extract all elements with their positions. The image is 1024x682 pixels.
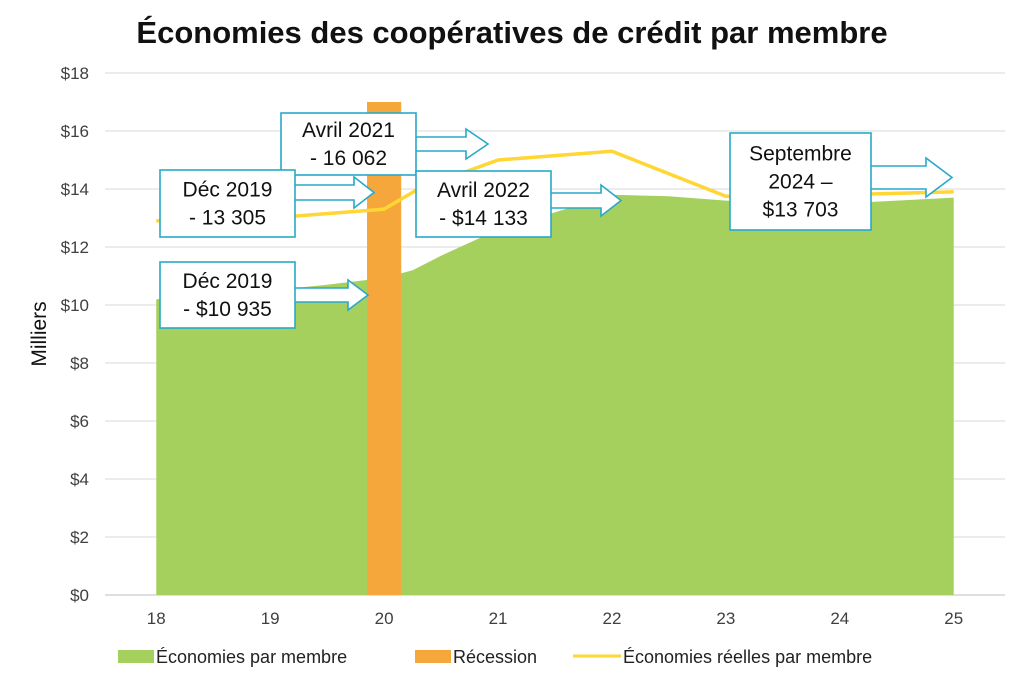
x-tick-label: 22 (603, 609, 622, 628)
callout-box (415, 170, 552, 238)
callout-text: - 16 062 (310, 147, 387, 170)
x-tick-label: 23 (716, 609, 735, 628)
legend-label: Récession (453, 647, 537, 667)
callout: Avril 2021 - 16 062 (280, 112, 490, 176)
callout-text: - 13 305 (189, 207, 266, 230)
area-economies-par-membre (156, 194, 954, 596)
x-ticks: 18 19 20 21 22 23 24 25 (147, 609, 963, 628)
y-tick-label: $4 (70, 470, 89, 489)
callout-text: $13 703 (763, 199, 839, 222)
callout: Déc 2019 - $10 935 (159, 261, 370, 329)
x-tick-label: 18 (147, 609, 166, 628)
callout-box (159, 261, 296, 329)
legend-swatch (118, 650, 154, 663)
y-tick-label: $14 (61, 180, 89, 199)
callout-arrow (292, 175, 376, 210)
x-tick-label: 24 (830, 609, 849, 628)
callout-text: - $14 133 (439, 207, 528, 230)
callout: Avril 2022 - $14 133 (415, 170, 623, 238)
callout-arrow (413, 127, 490, 161)
callout-arrow (868, 156, 954, 199)
x-tick-label: 19 (261, 609, 280, 628)
y-tick-label: $6 (70, 412, 89, 431)
y-tick-label: $16 (61, 122, 89, 141)
legend-swatch (415, 650, 451, 663)
callout-text: Avril 2022 (437, 179, 530, 202)
callout-arrow (292, 278, 370, 312)
x-tick-label: 20 (375, 609, 394, 628)
x-tick-label: 25 (944, 609, 963, 628)
callout: Déc 2019 - 13 305 (159, 169, 376, 238)
bar-recession (367, 102, 402, 595)
callout-text: 2024 – (768, 171, 833, 194)
legend-label: Économies réelles par membre (623, 647, 872, 667)
y-tick-label: $2 (70, 528, 89, 547)
callout-arrow (548, 183, 623, 218)
callout-box (729, 132, 872, 231)
chart-title: Économies des coopératives de crédit par… (136, 15, 887, 50)
y-tick-label: $10 (61, 296, 89, 315)
y-tick-label: $0 (70, 586, 89, 605)
callout-box (159, 169, 296, 238)
y-ticks: $0 $2 $4 $6 $8 $10 $12 $14 $16 $18 (61, 64, 89, 605)
x-tick-label: 21 (489, 609, 508, 628)
y-tick-label: $8 (70, 354, 89, 373)
callouts: Avril 2021 - 16 062 Déc 2019 - 13 305 Avril … (159, 112, 954, 329)
y-tick-label: $12 (61, 238, 89, 257)
callout: Septembre 2024 – $13 703 (729, 132, 954, 231)
legend: Économies par membre Récession Économies r… (118, 647, 872, 667)
callout-text: Déc 2019 (183, 179, 273, 202)
legend-label: Économies par membre (156, 647, 347, 667)
callout-text: Déc 2019 (183, 270, 273, 293)
callout-text: - $10 935 (183, 298, 272, 321)
y-axis-label: Milliers (28, 301, 51, 366)
callout-text: Septembre (749, 143, 852, 166)
callout-box (280, 112, 417, 176)
y-tick-label: $18 (61, 64, 89, 83)
callout-text: Avril 2021 (302, 119, 395, 142)
